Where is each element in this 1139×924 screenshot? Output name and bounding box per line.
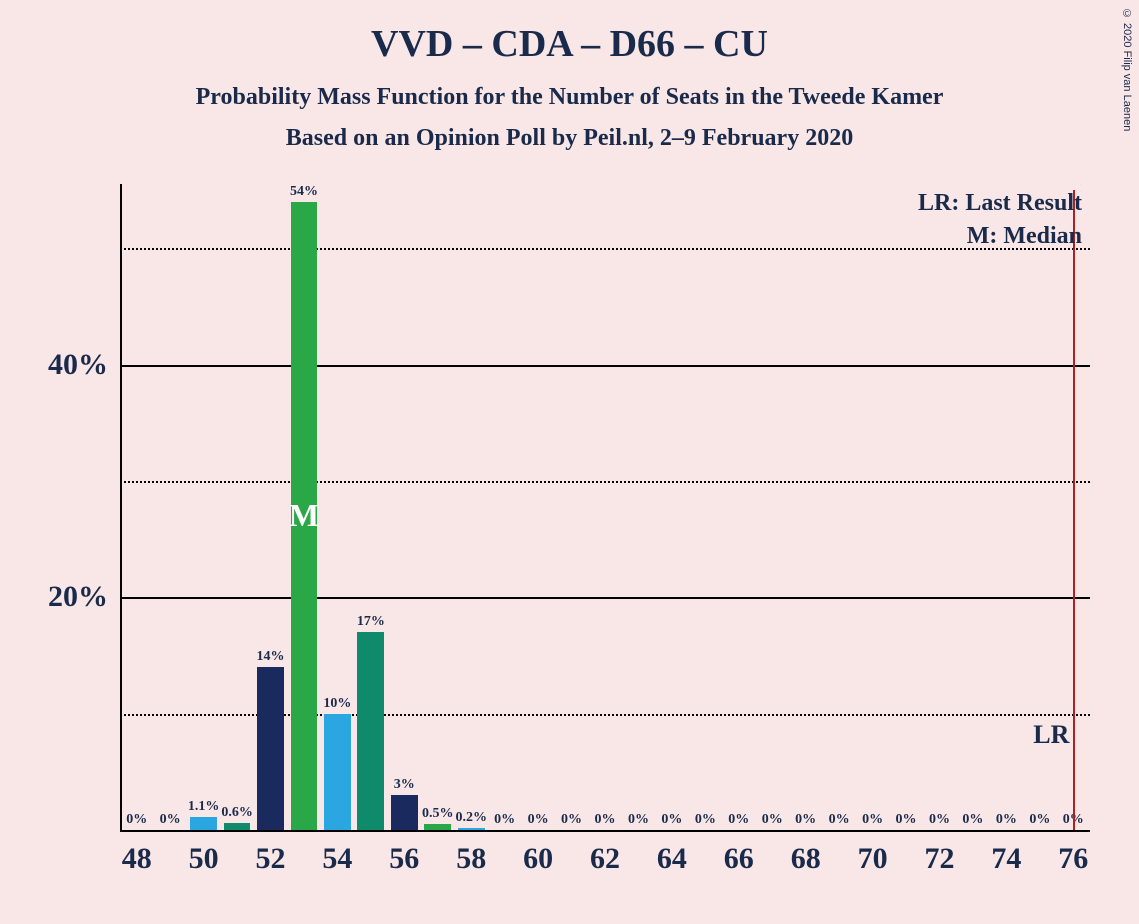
bar-value-label: 54% (290, 184, 318, 202)
x-tick-label: 58 (456, 830, 486, 876)
chart-title: VVD – CDA – D66 – CU (0, 0, 1139, 66)
bar-value-label: 0.6% (221, 805, 253, 823)
bar-value-label: 0% (795, 812, 816, 830)
bar-value-label: 17% (357, 614, 385, 632)
legend-item-m: M: Median (918, 223, 1082, 250)
bar-value-label: 1.1% (188, 799, 220, 817)
bar-value-label: 0% (594, 812, 615, 830)
bar-value-label: 0% (762, 812, 783, 830)
y-tick-label: 40% (48, 348, 120, 382)
x-tick-label: 76 (1058, 830, 1088, 876)
bar-value-label: 0% (528, 812, 549, 830)
bar: 3% (391, 795, 418, 830)
bar-value-label: 0% (1029, 812, 1050, 830)
x-tick-label: 50 (189, 830, 219, 876)
x-tick-label: 52 (256, 830, 286, 876)
bar-value-label: 0% (962, 812, 983, 830)
median-marker: M (289, 497, 319, 534)
x-tick-label: 66 (724, 830, 754, 876)
bar-value-label: 3% (394, 777, 415, 795)
bar: 1.1% (190, 817, 217, 830)
x-tick-label: 56 (389, 830, 419, 876)
legend-item-lr: LR: Last Result (918, 190, 1082, 217)
x-tick-label: 64 (657, 830, 687, 876)
bar: 54%M (291, 202, 318, 830)
bar-value-label: 0% (728, 812, 749, 830)
legend: LR: Last Result M: Median (918, 190, 1082, 250)
x-tick-label: 62 (590, 830, 620, 876)
x-tick-label: 74 (991, 830, 1021, 876)
x-tick-label: 60 (523, 830, 553, 876)
bar-value-label: 0.2% (455, 810, 487, 828)
bar-value-label: 0% (862, 812, 883, 830)
grid-line-major (120, 365, 1090, 367)
grid-line-major (120, 597, 1090, 599)
bar-value-label: 0.5% (422, 806, 454, 824)
chart-subtitle-1: Probability Mass Function for the Number… (0, 66, 1139, 111)
bar-value-label: 0% (561, 812, 582, 830)
bar-value-label: 0% (996, 812, 1017, 830)
x-tick-label: 72 (924, 830, 954, 876)
bar-value-label: 0% (494, 812, 515, 830)
x-tick-label: 70 (858, 830, 888, 876)
bar-value-label: 0% (160, 812, 181, 830)
chart-subtitle-2: Based on an Opinion Poll by Peil.nl, 2–9… (0, 111, 1139, 152)
bar-value-label: 0% (929, 812, 950, 830)
bar: 0.5% (424, 824, 451, 830)
bar-value-label: 0% (628, 812, 649, 830)
y-tick-label: 20% (48, 580, 120, 614)
x-tick-label: 68 (791, 830, 821, 876)
copyright-text: © 2020 Filip van Laenen (1121, 8, 1133, 131)
bar-value-label: 0% (126, 812, 147, 830)
chart-plot-area: 20%40%4850525456586062646668707274760%0%… (120, 190, 1090, 830)
bar-value-label: 0% (695, 812, 716, 830)
bar: 0.2% (458, 828, 485, 830)
bar: 17% (357, 632, 384, 830)
grid-line-minor (120, 481, 1090, 483)
x-tick-label: 48 (122, 830, 152, 876)
bar: 0.6% (224, 823, 251, 830)
bar-value-label: 0% (829, 812, 850, 830)
last-result-line (1073, 190, 1075, 830)
bar: 14% (257, 667, 284, 830)
last-result-label: LR (1033, 720, 1069, 750)
y-axis (120, 184, 122, 830)
bar-value-label: 10% (323, 696, 351, 714)
x-tick-label: 54 (322, 830, 352, 876)
bar-value-label: 14% (257, 649, 285, 667)
bar-value-label: 0% (661, 812, 682, 830)
bar-value-label: 0% (896, 812, 917, 830)
bar: 10% (324, 714, 351, 830)
